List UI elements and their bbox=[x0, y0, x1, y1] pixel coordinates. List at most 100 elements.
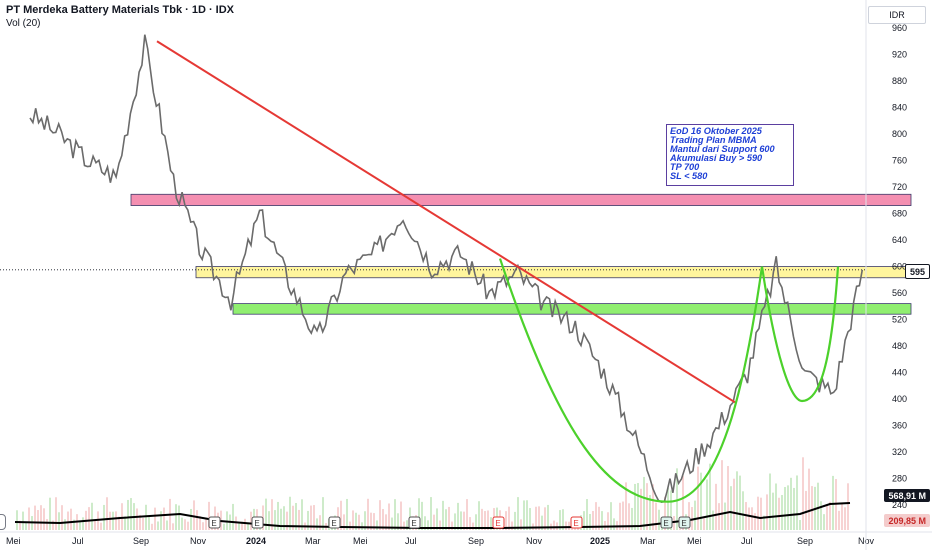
volume-bar bbox=[283, 506, 285, 530]
volume-bar bbox=[817, 482, 819, 530]
volume-bar bbox=[565, 521, 567, 530]
volume-bar bbox=[505, 511, 507, 530]
volume-bar bbox=[190, 508, 192, 530]
volume-bar bbox=[394, 499, 396, 530]
volume-bar bbox=[244, 518, 246, 530]
volume-bar bbox=[295, 502, 297, 530]
volume-bar bbox=[373, 513, 375, 530]
handle-pattern-curve bbox=[760, 266, 840, 403]
volume-bar bbox=[193, 500, 195, 530]
volume-bar bbox=[79, 521, 81, 530]
volume-bar bbox=[508, 506, 510, 530]
y-tick-label: 800 bbox=[892, 129, 907, 139]
volume-bar bbox=[139, 514, 141, 530]
volume-bar bbox=[25, 521, 27, 530]
volume-bar bbox=[796, 475, 798, 530]
volume-bar bbox=[664, 496, 666, 530]
volume-bar bbox=[847, 483, 849, 530]
volume-bar bbox=[433, 514, 435, 530]
x-tick-label: Mei bbox=[353, 536, 368, 546]
x-tick-label: Mei bbox=[687, 536, 702, 546]
y-tick-label: 720 bbox=[892, 182, 907, 192]
volume-bar bbox=[277, 501, 279, 530]
volume-bar bbox=[808, 468, 810, 530]
volume-bar bbox=[130, 498, 132, 530]
note-line: TP 700 bbox=[670, 162, 700, 172]
note-line: EoD 16 Oktober 2025 bbox=[670, 126, 762, 136]
volume-bar bbox=[724, 502, 726, 530]
volume-bar bbox=[292, 505, 294, 530]
volume-bar bbox=[472, 522, 474, 530]
volume-bar bbox=[511, 521, 513, 530]
volume-bar bbox=[430, 497, 432, 530]
earnings-marker bbox=[660, 516, 673, 529]
volume-bar bbox=[64, 519, 66, 530]
volume-bar bbox=[172, 523, 174, 530]
chart-title: PT Merdeka Battery Materials Tbk · 1D · … bbox=[6, 4, 235, 16]
volume-bar bbox=[655, 502, 657, 530]
volume-bar bbox=[520, 519, 522, 530]
volume-bar bbox=[691, 507, 693, 530]
volume-bar bbox=[382, 508, 384, 530]
volume-bar bbox=[427, 520, 429, 530]
volume-bar bbox=[442, 500, 444, 530]
volume-bar bbox=[397, 513, 399, 530]
price-zone bbox=[195, 266, 912, 279]
price-series-line bbox=[29, 34, 864, 504]
volume-bar bbox=[763, 515, 765, 530]
volume-bar bbox=[613, 518, 615, 530]
volume-bar bbox=[58, 512, 60, 530]
scroll-handle[interactable] bbox=[0, 514, 6, 530]
volume-bar bbox=[424, 516, 426, 530]
currency-selector[interactable]: IDR bbox=[868, 6, 926, 24]
volume-bar bbox=[682, 475, 684, 530]
volume-bar bbox=[490, 517, 492, 530]
volume-bar bbox=[838, 510, 840, 530]
volume-bar bbox=[670, 490, 672, 530]
volume-bar bbox=[265, 498, 267, 530]
volume-bar bbox=[778, 497, 780, 530]
volume-bar bbox=[652, 484, 654, 530]
volume-bar bbox=[145, 504, 147, 530]
volume-bar bbox=[481, 508, 483, 530]
volume-bar bbox=[529, 508, 531, 530]
volume-bar bbox=[367, 498, 369, 530]
volume-bar bbox=[121, 503, 123, 530]
volume-bar bbox=[460, 511, 462, 530]
volume-bar bbox=[223, 523, 225, 530]
volume-bar bbox=[34, 505, 36, 530]
volume-bar bbox=[646, 483, 648, 530]
volume-bar bbox=[811, 486, 813, 530]
earnings-marker bbox=[208, 516, 221, 529]
volume-bar bbox=[403, 521, 405, 530]
y-tick-label: 960 bbox=[892, 23, 907, 33]
volume-bar bbox=[358, 514, 360, 530]
volume-bar bbox=[55, 497, 57, 530]
volume-bar bbox=[46, 519, 48, 530]
earnings-marker-label: E bbox=[663, 519, 668, 528]
volume-bar bbox=[376, 520, 378, 530]
volume-bar bbox=[247, 523, 249, 530]
cup-pattern-curve bbox=[498, 258, 764, 503]
volume-bar bbox=[562, 509, 564, 530]
volume-bar bbox=[40, 505, 42, 530]
volume-bar bbox=[298, 509, 300, 530]
volume-bar bbox=[826, 505, 828, 530]
earnings-marker bbox=[408, 516, 421, 529]
volume-bar bbox=[100, 522, 102, 530]
volume-bar bbox=[772, 492, 774, 530]
volume-indicator-label[interactable]: Vol (20) bbox=[6, 18, 41, 29]
volume-bar bbox=[280, 508, 282, 530]
volume-bar bbox=[274, 510, 276, 530]
volume-bar bbox=[43, 508, 45, 530]
note-line: Trading Plan MBMA bbox=[670, 135, 757, 145]
volume-bar bbox=[73, 519, 75, 530]
y-tick-label: 520 bbox=[892, 315, 907, 325]
volume-bar bbox=[463, 511, 465, 530]
volume-bar bbox=[757, 496, 759, 530]
y-tick-label: 320 bbox=[892, 447, 907, 457]
x-tick-label: Nov bbox=[190, 536, 207, 546]
volume-bar bbox=[628, 503, 630, 530]
volume-bar bbox=[598, 506, 600, 530]
volume-bar bbox=[16, 510, 18, 530]
